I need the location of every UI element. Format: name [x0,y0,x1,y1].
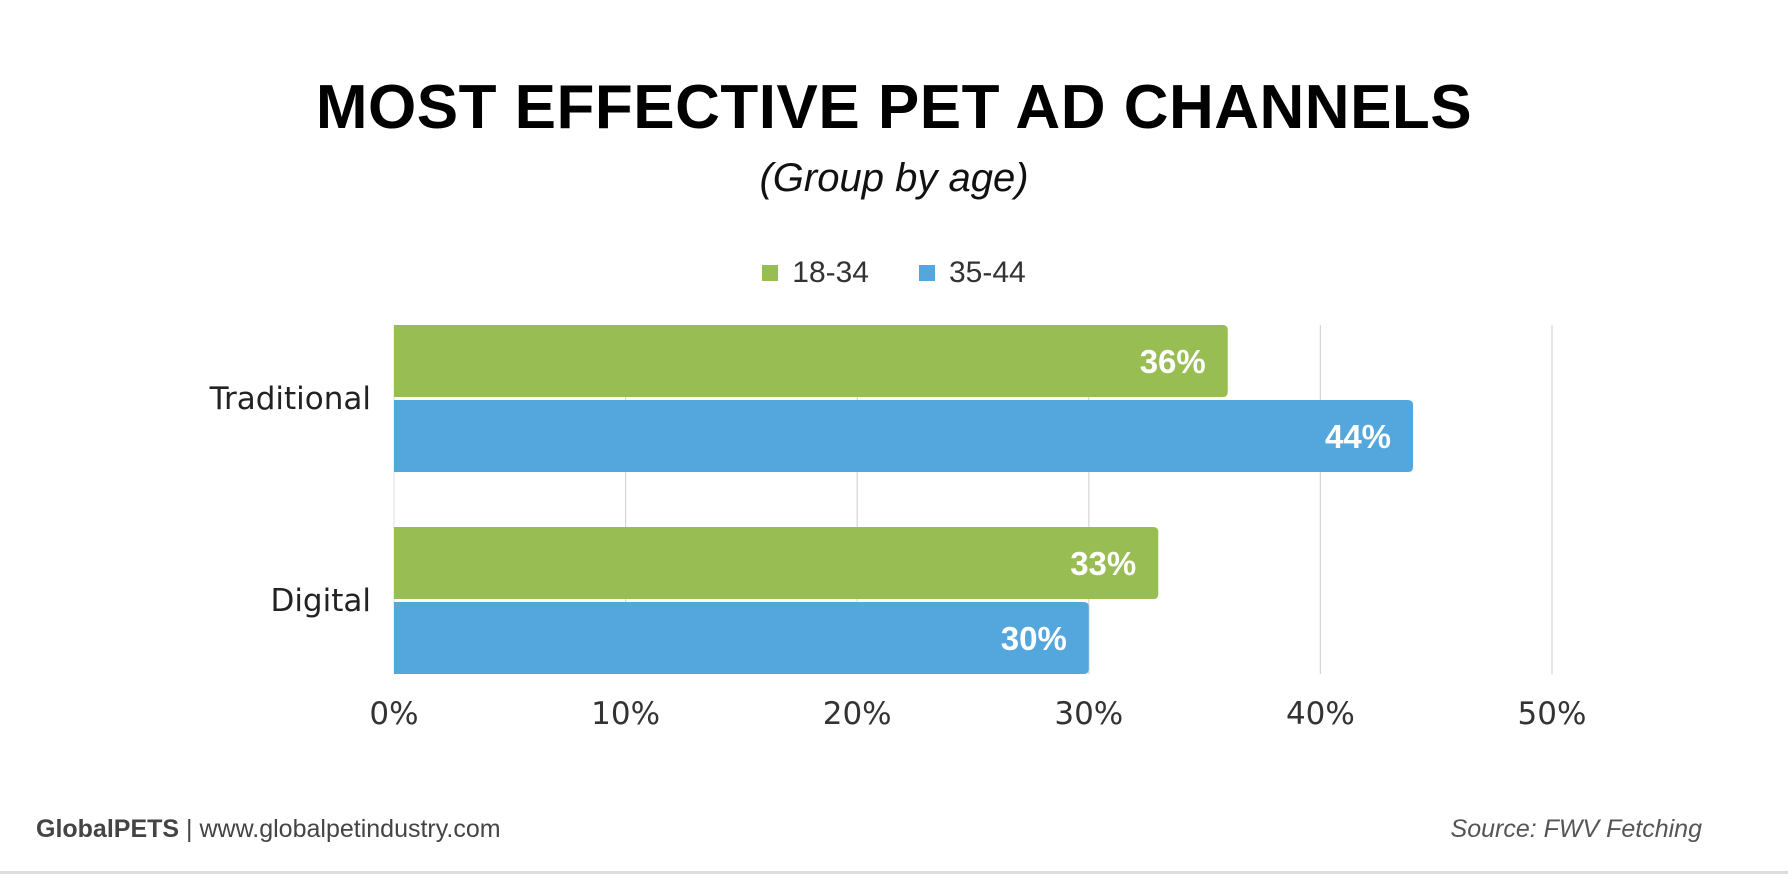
bottom-divider [0,871,1788,874]
brand-name: GlobalPETS [36,815,180,843]
x-tick-label: 40% [1286,696,1355,732]
chart-title: MOST EFFECTIVE PET AD CHANNELS [315,73,1473,142]
legend-swatch [762,265,779,281]
category-label: Digital [270,583,371,619]
chart-subtitle: (Group by age) [759,156,1029,200]
legend: 18-34 35-44 [0,256,1788,290]
x-tick-label: 50% [1518,696,1587,732]
data-label: 36% [1140,343,1206,380]
bar-traditional-35-44 [394,400,1414,472]
data-label: 30% [1001,620,1067,657]
x-tick-label: 10% [591,696,660,732]
category-label: Traditional [209,381,371,417]
footer-credit: GlobalPETS | www.globalpetindustry.com [36,815,501,844]
bar-digital-18-34 [394,527,1159,599]
legend-label: 35-44 [949,256,1026,289]
legend-label: 18-34 [792,256,869,289]
website-url: www.globalpetindustry.com [199,815,501,843]
source-note: Source: FWV Fetching [1450,815,1702,843]
data-label: 44% [1325,418,1391,455]
legend-item-35-44: 35-44 [919,256,1026,290]
x-tick-label: 30% [1054,696,1123,732]
x-tick-label: 0% [369,696,418,732]
data-label: 33% [1070,545,1136,582]
legend-item-18-34: 18-34 [762,256,869,290]
bar-traditional-18-34 [394,325,1228,397]
bar-digital-35-44 [394,602,1089,674]
separator: | [186,815,193,843]
x-tick-label: 20% [823,696,892,732]
legend-swatch [919,265,935,281]
